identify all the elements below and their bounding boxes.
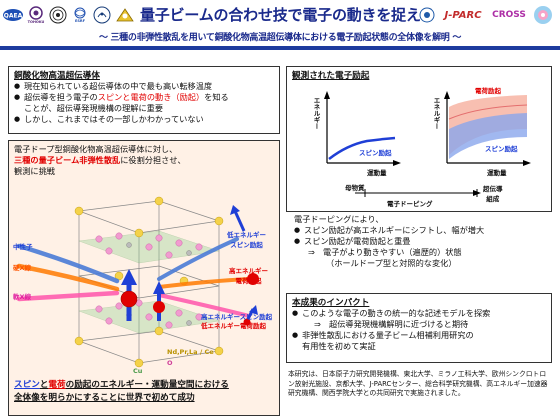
x-axis-label-right: 運動量 <box>487 169 507 177</box>
hard-xray-beam <box>16 263 120 292</box>
impact-item: 非弾性散乱における量子ビーム相補利用研究の <box>292 330 546 341</box>
neutron-label: 中性子 <box>13 243 33 251</box>
esrf-logo: ESRF <box>70 4 90 26</box>
collaboration-note: 本研究は、日本原子力研究開発機構、東北大学、ミラノ工科大学、欧州シンクロトロン放… <box>288 370 548 397</box>
crystal-illustration <box>16 196 259 368</box>
high-energy-charge-label: 高エネルギー 電荷励起 <box>229 267 268 285</box>
doping-effect-item: スピン励起が電荷励起と重畳 <box>294 236 550 247</box>
y-axis-label-right: エネルギー <box>432 97 440 130</box>
spin-excitation-label-left: スピン励起 <box>359 149 392 157</box>
nd-atoms <box>74 196 224 368</box>
incident-beams <box>16 243 120 302</box>
doping-effects: 電子ドーピングにより、 スピン励起が高エネルギーにシフトし、幅が増大 スピン励起… <box>294 214 550 269</box>
figure-panel: 電子ドープ型銅酸化物高温超伝導体に対し、 三種の量子ビーム非弾性散乱に役割分担さ… <box>8 140 280 416</box>
parent-plot <box>324 91 401 166</box>
impact-panel: 本成果のインパクト このような電子の動きの統一的な記述モデルを探索 ⇒ 超伝導発… <box>286 293 552 363</box>
cross-emblem-icon <box>530 4 556 26</box>
spin-arrows <box>120 269 165 321</box>
o-atoms <box>95 229 203 329</box>
background-item: しかし、これまではその一部しかわかっていない <box>14 114 274 125</box>
dispersion-diagram <box>324 91 531 197</box>
figure-conclusion: スピンと電荷の励起のエネルギー・運動量空間における 全体像を明らかにすることに世… <box>14 380 229 403</box>
parent-compound-label: 母物質 <box>345 184 365 192</box>
kyoto-logo <box>92 4 112 26</box>
charge-excitation-label: 電荷励起 <box>475 87 501 95</box>
kgu-logo <box>114 4 136 26</box>
superconducting-composition-label: 超伝導 組成 <box>483 185 503 203</box>
tohoku-logo: TOHOKU <box>26 4 46 26</box>
background-item: 現在知られている超伝導体の中で最も高い転移温度 <box>14 81 274 92</box>
observed-title: 観測された電子励起 <box>292 71 370 81</box>
low-energy-charge-label: 低エネルギー電荷励起 <box>201 322 266 330</box>
scattered-beams <box>157 237 251 318</box>
observed-panel: 観測された電子励起 エネルギー エネルギー 運動量 運動量 <box>286 66 552 212</box>
y-axis-label-left: エネルギー <box>312 97 320 130</box>
high-charge-icon <box>247 273 259 285</box>
background-item-continued: ことが、超伝導発現機構の理解に重要 <box>24 103 164 113</box>
cross-logo: CROSS <box>492 10 526 20</box>
impact-item: このような電子の動きの統一的な記述モデルを探索 <box>292 308 546 319</box>
high-energy-spin-label: 高エネルギースピン励起 <box>201 313 273 321</box>
doping-arrow <box>355 189 481 197</box>
impact-title: 本成果のインパクト <box>292 298 370 308</box>
background-panel: 銅酸化物高温超伝導体 現在知られている超伝導体の中で最も高い転移温度 超伝導を担… <box>8 66 280 134</box>
nd-atom-label: Nd,Pr,La / Ce <box>167 348 214 356</box>
soft-xray-beam <box>16 290 120 302</box>
spin-excitation-label-right: スピン励起 <box>485 145 518 153</box>
high-spin-icon <box>243 305 258 326</box>
figure-intro: 電子ドープ型銅酸化物高温超伝導体に対し、 三種の量子ビーム非弾性散乱に役割分担さ… <box>14 144 186 176</box>
kek-logo <box>418 4 436 26</box>
x-axis-label-left: 運動量 <box>367 169 387 177</box>
low-spin-icon <box>230 205 246 232</box>
jparc-logo: J-PARC <box>444 9 482 21</box>
background-title: 銅酸化物高温超伝導体 <box>14 71 100 81</box>
subtitle: ～ 三種の非弾性散乱を用いて銅酸化物高温超伝導体における電子励起状態の全体像を解… <box>98 33 462 43</box>
header: QAEA TOHOKU ESRF 量子ビームの合わせ技で電子の動きを捉える J-… <box>0 0 560 30</box>
politecnico-seal-logo <box>48 4 68 26</box>
hard-xray-label: 硬X線 <box>13 264 32 272</box>
o-atom-label: O <box>167 359 173 367</box>
jaea-logo: QAEA <box>2 4 24 26</box>
cu-atom-label: Cu <box>133 367 143 375</box>
svg-text:QAEA: QAEA <box>4 13 23 20</box>
soft-xray-label: 軟X線 <box>13 293 32 301</box>
doped-plot <box>444 91 531 166</box>
doping-effect-item: スピン励起が高エネルギーにシフトし、幅が増大 <box>294 225 550 236</box>
electron-doping-label: 電子ドーピング <box>387 200 433 208</box>
low-energy-spin-label: 低エネルギー スピン励起 <box>227 231 266 249</box>
neutron-beam <box>16 243 120 284</box>
background-item: 超伝導を担う電子のスピンと電荷の動き（励起）を知る <box>14 92 274 103</box>
title-divider <box>0 46 560 50</box>
main-title: 量子ビームの合わせ技で電子の動きを捉える <box>140 6 436 24</box>
